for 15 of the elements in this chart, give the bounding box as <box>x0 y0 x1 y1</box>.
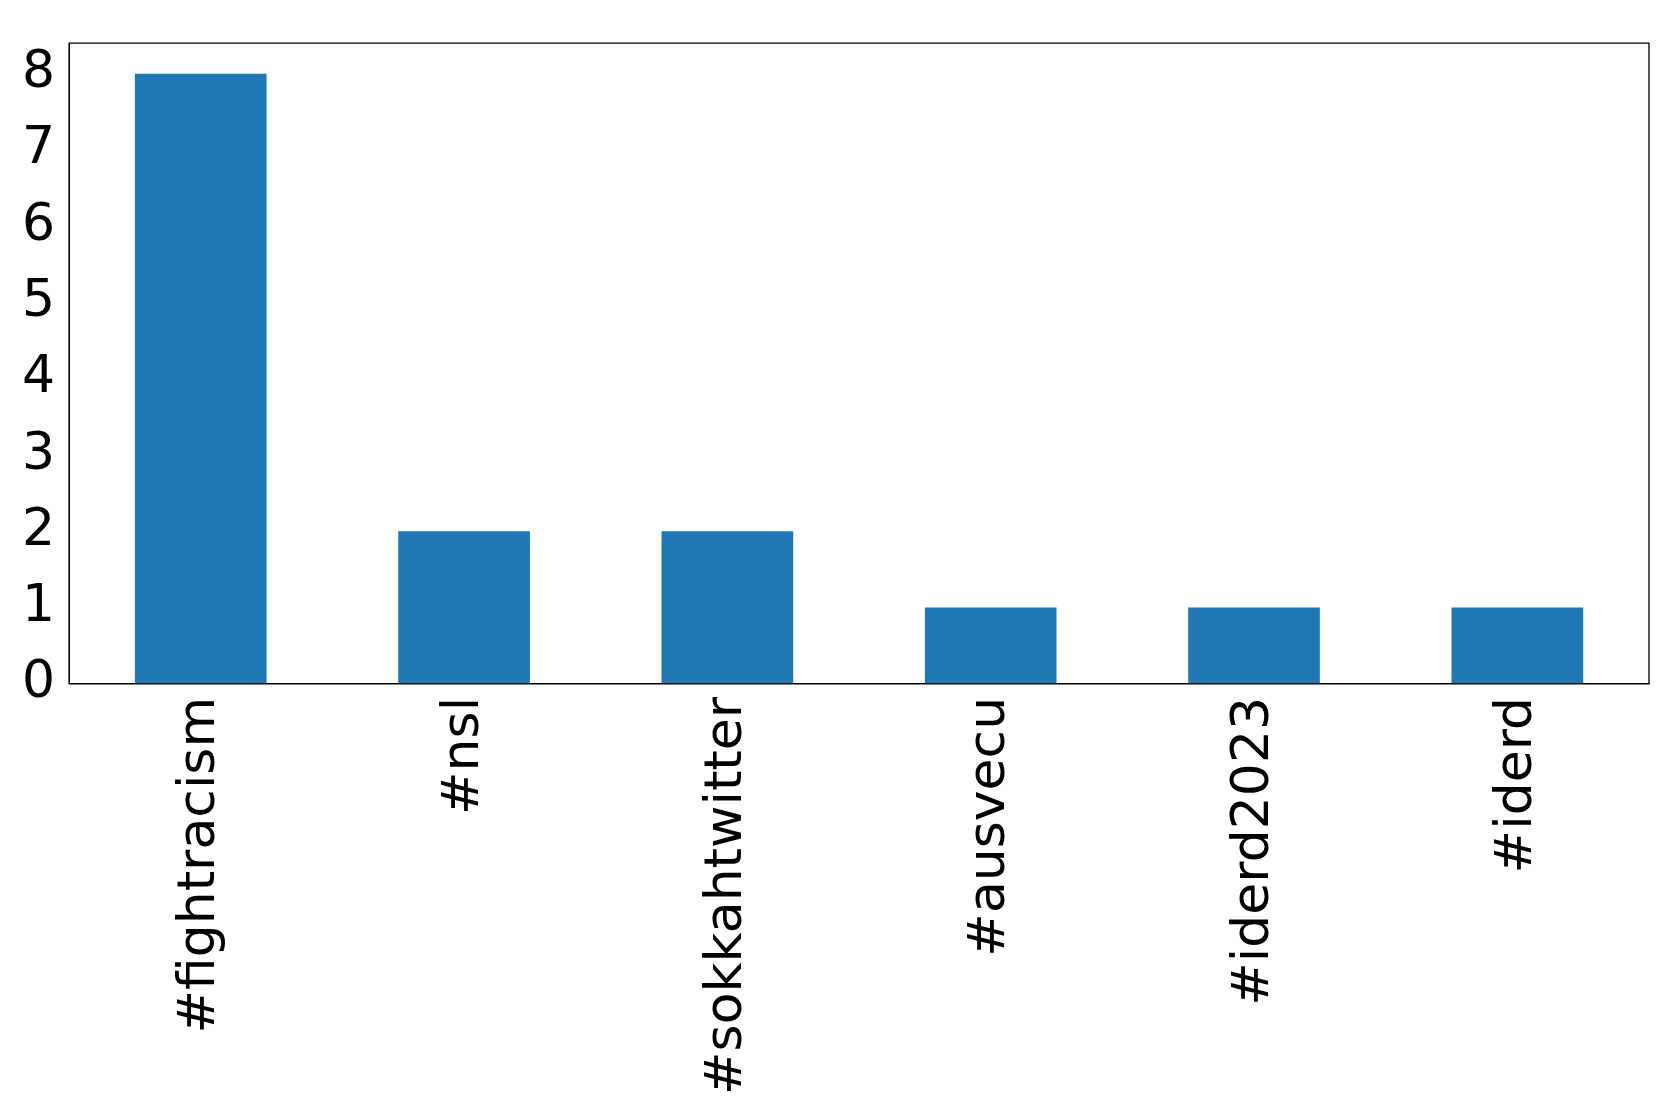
x-tick-label: #ausvecu <box>956 696 1017 957</box>
y-tick-label: 2 <box>21 496 56 557</box>
y-tick-label: 7 <box>21 115 56 176</box>
y-tick-label: 6 <box>21 191 56 252</box>
y-tick-label: 0 <box>21 649 56 710</box>
x-tick-label: #iderd2023 <box>1219 696 1280 1006</box>
y-tick-label: 8 <box>21 39 56 100</box>
x-tick-label: #sokkahtwitter <box>692 696 753 1095</box>
x-tick-label: #iderd <box>1482 696 1543 874</box>
x-tick-label: #nsl <box>429 696 490 815</box>
y-tick-label: 3 <box>21 420 56 481</box>
y-tick-label: 5 <box>21 268 56 329</box>
x-tick-label: #fightracism <box>166 696 227 1034</box>
y-tick-label: 4 <box>21 344 56 405</box>
y-tick-label: 1 <box>21 573 56 634</box>
